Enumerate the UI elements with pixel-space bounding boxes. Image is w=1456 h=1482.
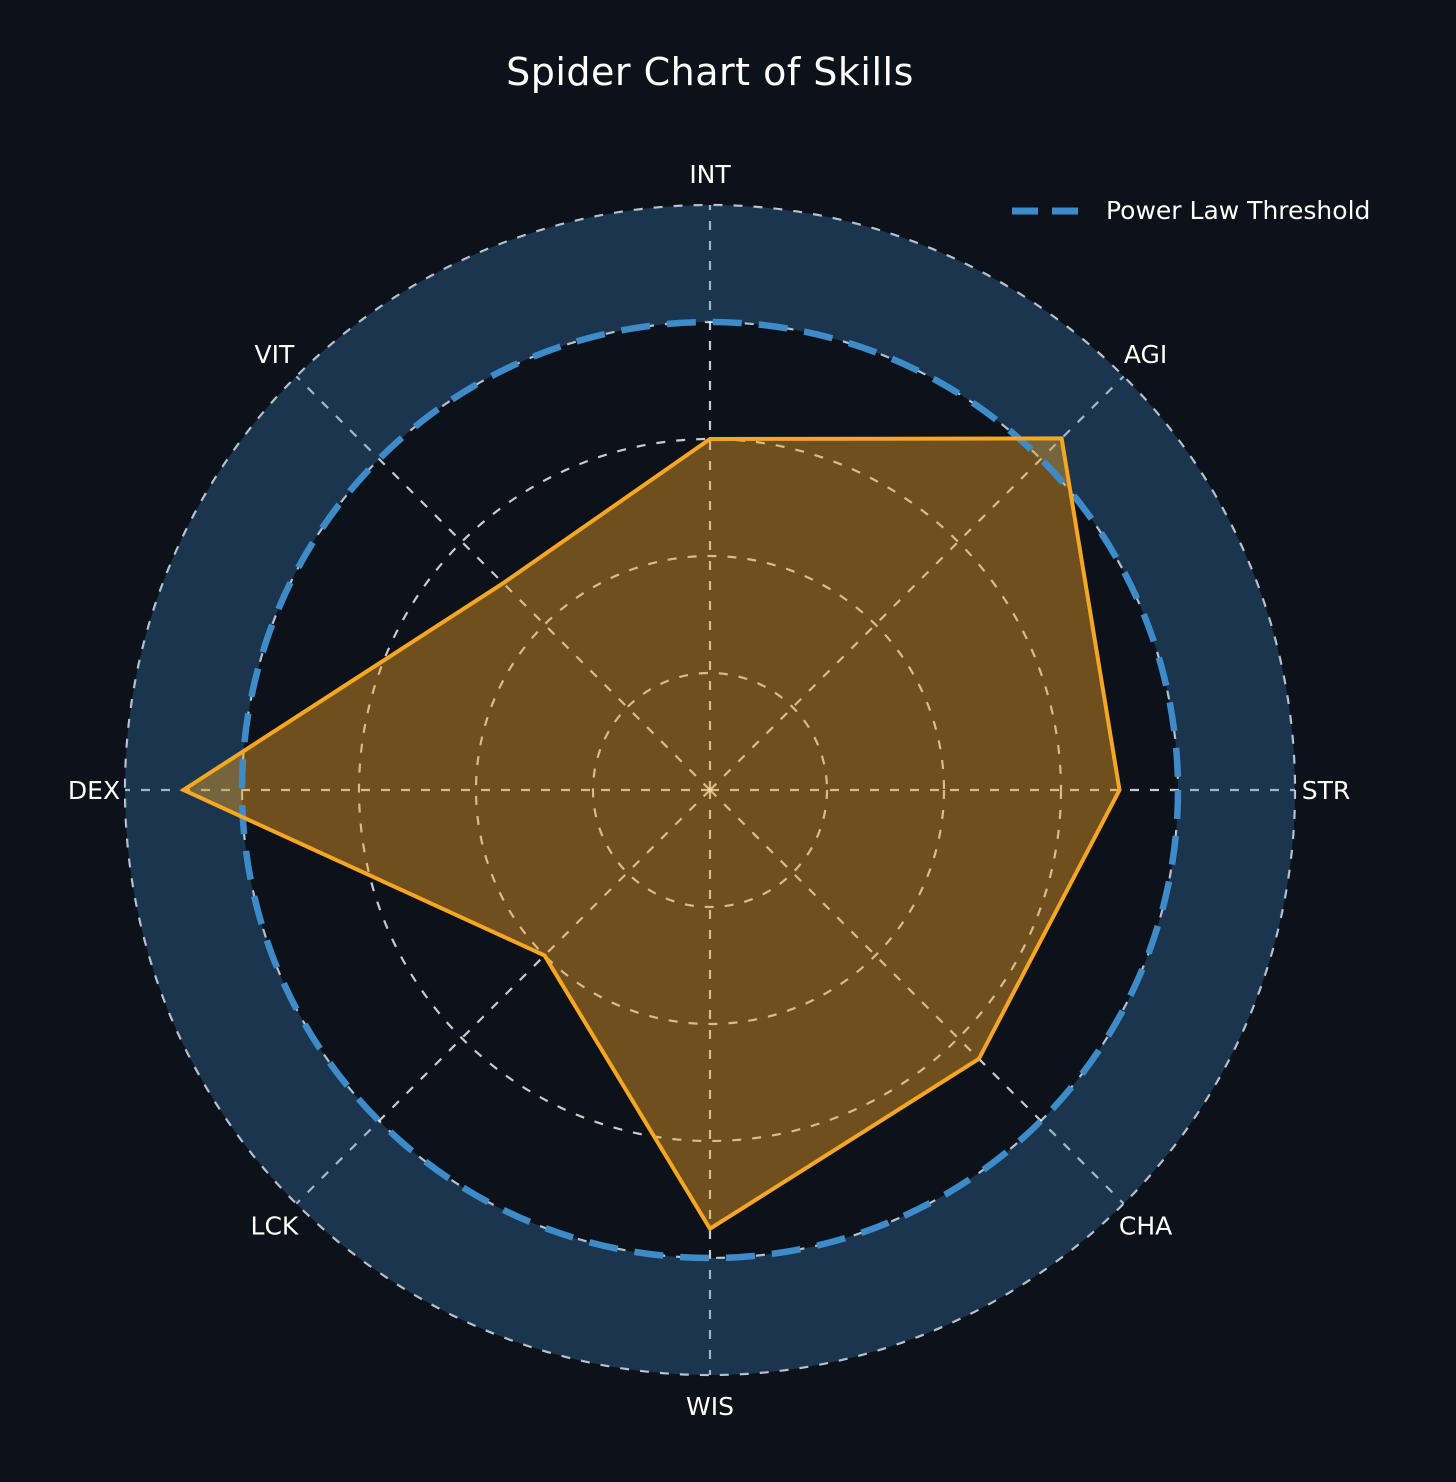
radial-spoke [295, 375, 711, 791]
axis-label-int: INT [689, 160, 731, 189]
chart-title: Spider Chart of Skills [506, 50, 914, 94]
threshold-circle [238, 318, 1182, 1262]
grid-ring [357, 437, 1063, 1143]
axis-label-vit: VIT [255, 340, 295, 369]
radial-spoke [295, 789, 711, 1205]
skills-polygon-fill [183, 438, 1120, 1229]
axis-label-dex: DEX [68, 776, 120, 805]
grid-ring [123, 203, 1297, 1377]
axis-label-cha: CHA [1119, 1211, 1172, 1240]
axis-label-agi: AGI [1124, 340, 1167, 369]
threshold-legend-dash-icon [1012, 207, 1086, 214]
grid-ring [474, 554, 946, 1026]
radial-spoke [709, 789, 1125, 1205]
grid-ring [591, 671, 829, 909]
threshold-legend-label: Power Law Threshold [1106, 196, 1371, 225]
skills-polygon-outline [179, 436, 1122, 1232]
legend: Power Law Threshold [1010, 196, 1370, 225]
axis-label-str: STR [1302, 776, 1351, 805]
axis-label-lck: LCK [251, 1211, 299, 1240]
radial-spoke [709, 375, 1125, 791]
axis-label-wis: WIS [686, 1392, 734, 1421]
